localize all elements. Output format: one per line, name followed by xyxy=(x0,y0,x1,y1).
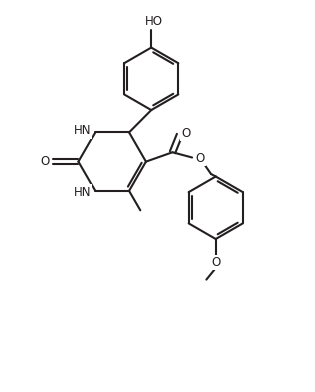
Text: HN: HN xyxy=(73,186,91,199)
Text: O: O xyxy=(195,152,204,165)
Text: O: O xyxy=(182,127,191,140)
Text: O: O xyxy=(40,155,49,168)
Text: HN: HN xyxy=(73,124,91,137)
Text: O: O xyxy=(211,256,220,269)
Text: HO: HO xyxy=(145,15,163,27)
